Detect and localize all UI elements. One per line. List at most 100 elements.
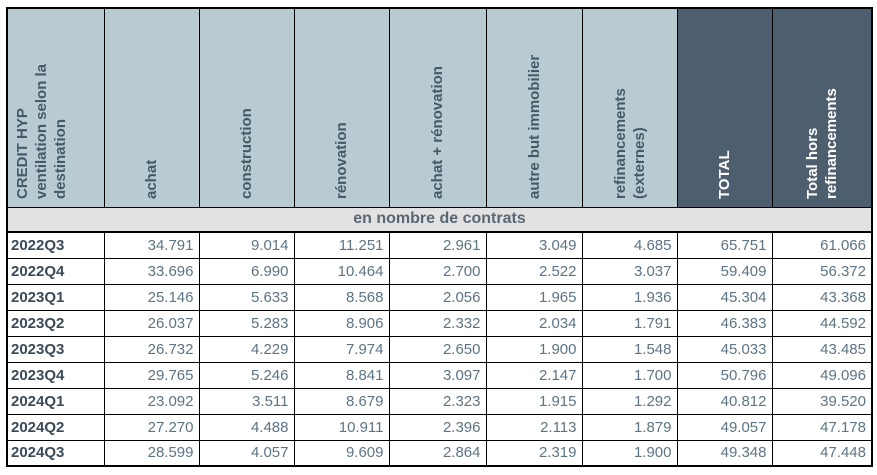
row-period-cell: 2024Q1 [6,387,105,415]
value-cell: 4.685 [581,231,678,259]
value-cell: 1.700 [581,361,678,389]
value-cell: 3.097 [388,361,487,389]
col-header-total-hors-refinancements: Total hors refinancements [771,7,873,208]
table-row: 2022Q3 34.791 9.014 11.251 2.961 3.049 4.685 6… [6,231,873,259]
col-header-renovation-label: rénovation [333,121,350,199]
table-row: 2023Q2 26.037 5.283 8.906 2.332 2.034 1.791 46… [6,309,873,337]
value-cell: 1.936 [581,283,678,311]
value-cell: 1.791 [581,309,678,337]
value-cell: 1.900 [581,439,678,467]
value-cell: 23.092 [103,387,200,415]
row-period-cell: 2023Q4 [6,361,105,389]
value-cell: 2.034 [485,309,583,337]
col-header-refinancements-externes: refinancements (externes) [581,7,678,208]
col-header-achat-renovation: achat + rénovation [388,7,487,208]
col-header-destination: CREDIT HYP ventilation selon la destinat… [6,7,105,208]
value-cell: 26.732 [103,335,200,363]
row-period-cell: 2024Q2 [6,413,105,441]
value-cell: 49.348 [676,439,773,467]
value-cell: 3.511 [198,387,295,415]
col-header-construction: construction [198,7,295,208]
header-row: CREDIT HYP ventilation selon la destinat… [6,7,873,208]
value-cell: 2.522 [485,257,583,285]
value-cell: 7.974 [293,335,390,363]
row-period-cell: 2023Q3 [6,335,105,363]
value-cell: 2.113 [485,413,583,441]
row-period-cell: 2023Q1 [6,283,105,311]
row-period-cell: 2024Q3 [6,439,105,467]
value-cell: 2.323 [388,387,487,415]
col-header-autre-but-immobilier-label: autre but immobilier [525,54,543,199]
table-row: 2022Q4 33.696 6.990 10.464 2.700 2.522 3.037 5… [6,257,873,285]
value-cell: 29.765 [103,361,200,389]
table-row: 2023Q3 26.732 4.229 7.974 2.650 1.900 1.548 45… [6,335,873,363]
value-cell: 2.700 [388,257,487,285]
table-row: 2023Q4 29.765 5.246 8.841 3.097 2.147 1.700 50… [6,361,873,389]
col-header-construction-label: construction [238,107,255,199]
table-body: en nombre de contrats 2022Q3 34.791 9.014… [6,206,873,467]
table-row: 2024Q2 27.270 4.488 10.911 2.396 2.113 1.879 4… [6,413,873,441]
value-cell: 50.796 [676,361,773,389]
row-period-cell: 2023Q2 [6,309,105,337]
row-period-cell: 2022Q4 [6,257,105,285]
col-header-total: TOTAL [676,7,773,208]
value-cell: 8.568 [293,283,390,311]
value-cell: 4.229 [198,335,295,363]
col-header-achat: achat [103,7,200,208]
value-cell: 59.409 [676,257,773,285]
value-cell: 43.485 [771,335,873,363]
value-cell: 2.396 [388,413,487,441]
value-cell: 34.791 [103,231,200,259]
value-cell: 2.650 [388,335,487,363]
value-cell: 5.283 [198,309,295,337]
col-header-refinancements-externes-label: refinancements (externes) [611,87,648,199]
col-header-total-label: TOTAL [716,149,733,199]
value-cell: 2.332 [388,309,487,337]
value-cell: 46.383 [676,309,773,337]
value-cell: 26.037 [103,309,200,337]
table-row: 2024Q3 28.599 4.057 9.609 2.864 2.319 1.900 49… [6,439,873,467]
value-cell: 61.066 [771,231,873,259]
value-cell: 25.146 [103,283,200,311]
col-header-destination-label: CREDIT HYP ventilation selon la destinat… [14,63,69,199]
value-cell: 5.246 [198,361,295,389]
value-cell: 2.056 [388,283,487,311]
col-header-achat-renovation-label: achat + rénovation [429,65,446,199]
value-cell: 4.057 [198,439,295,467]
value-cell: 39.520 [771,387,873,415]
table-row: 2024Q1 23.092 3.511 8.679 2.323 1.915 1.292 40… [6,387,873,415]
value-cell: 8.841 [293,361,390,389]
value-cell: 4.488 [198,413,295,441]
row-period-cell: 2022Q3 [6,231,105,259]
value-cell: 40.812 [676,387,773,415]
value-cell: 2.319 [485,439,583,467]
unit-band-label: en nombre de contrats [6,206,873,233]
value-cell: 1.915 [485,387,583,415]
value-cell: 8.906 [293,309,390,337]
col-header-achat-label: achat [143,159,160,199]
value-cell: 5.633 [198,283,295,311]
value-cell: 1.900 [485,335,583,363]
value-cell: 2.147 [485,361,583,389]
credit-hyp-table: CREDIT HYP ventilation selon la destinat… [6,7,873,467]
unit-band-row: en nombre de contrats [6,206,873,233]
table-row: 2023Q1 25.146 5.633 8.568 2.056 1.965 1.936 45… [6,283,873,311]
value-cell: 33.696 [103,257,200,285]
value-cell: 65.751 [676,231,773,259]
col-header-renovation: rénovation [293,7,390,208]
value-cell: 49.096 [771,361,873,389]
value-cell: 11.251 [293,231,390,259]
value-cell: 56.372 [771,257,873,285]
value-cell: 2.961 [388,231,487,259]
value-cell: 9.609 [293,439,390,467]
value-cell: 45.304 [676,283,773,311]
col-header-total-hors-refinancements-label: Total hors refinancements [803,87,840,199]
value-cell: 6.990 [198,257,295,285]
value-cell: 3.037 [581,257,678,285]
value-cell: 10.464 [293,257,390,285]
value-cell: 44.592 [771,309,873,337]
value-cell: 10.911 [293,413,390,441]
value-cell: 49.057 [676,413,773,441]
col-header-autre-but-immobilier: autre but immobilier [485,7,583,208]
